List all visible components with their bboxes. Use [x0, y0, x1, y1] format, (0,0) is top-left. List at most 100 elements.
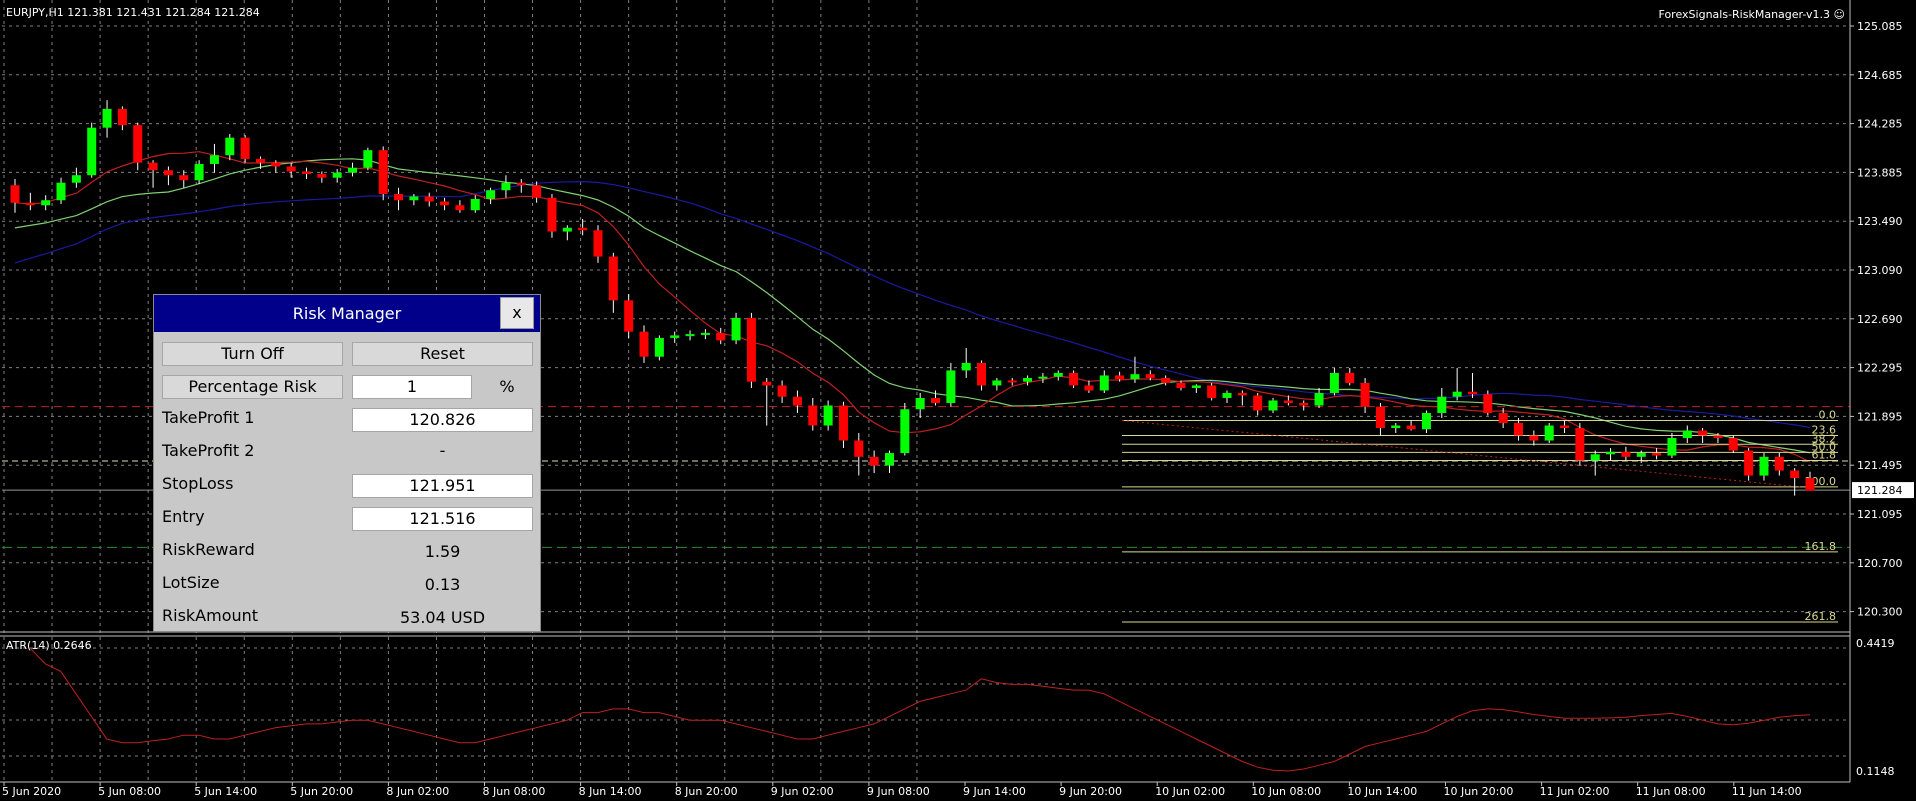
candle-body [1606, 451, 1616, 455]
candle-body [1099, 375, 1109, 391]
slow-moving-average [14, 180, 1811, 429]
time-tick-label: 10 Jun 02:00 [1155, 785, 1225, 798]
candle-body [1130, 374, 1140, 380]
candle-body [194, 163, 204, 181]
fast-moving-average [14, 151, 1811, 463]
candle-body [1636, 453, 1646, 457]
candle-body [10, 185, 20, 203]
candle-body [409, 196, 419, 201]
candle-body [1437, 396, 1447, 413]
time-tick-label: 8 Jun 08:00 [483, 785, 546, 798]
turn-off-button[interactable]: Turn Off [162, 342, 343, 366]
candle-body [1544, 425, 1554, 441]
candle-body [1621, 451, 1631, 457]
candle-body [1575, 428, 1585, 461]
candle-body [608, 256, 618, 301]
candle-body [1805, 478, 1815, 491]
time-tick-label: 10 Jun 14:00 [1347, 785, 1417, 798]
percent-sign: % [499, 377, 515, 396]
candle-body [562, 227, 572, 232]
expert-name: ForexSignals-RiskManager-v1.3 ☺ [1659, 8, 1845, 21]
stoploss-label: StopLoss [162, 474, 234, 493]
candle-body [133, 125, 143, 163]
percentage-risk-button[interactable]: Percentage Risk [162, 375, 343, 399]
candle-body [179, 175, 189, 181]
candle-body [1237, 392, 1247, 396]
candle-body [977, 362, 987, 386]
panel-title[interactable]: Risk Manager [154, 295, 540, 332]
candle-body [593, 230, 603, 257]
candle-body [931, 397, 941, 403]
candle-body [1529, 435, 1539, 441]
takeprofit1-label: TakeProfit 1 [162, 408, 255, 427]
candle-body [1452, 391, 1462, 397]
candle-body [547, 197, 557, 232]
candle-body [1161, 377, 1171, 383]
riskamount-label: RiskAmount [162, 606, 259, 625]
lotsize-label: LotSize [162, 573, 220, 592]
candlesticks [10, 100, 1815, 496]
reset-button[interactable]: Reset [352, 342, 533, 366]
candle-body [25, 202, 35, 206]
symbol-info: EURJPY,H1 121.381 121.431 121.284 121.28… [6, 6, 260, 19]
time-tick-label: 8 Jun 20:00 [675, 785, 738, 798]
entry-label: Entry [162, 507, 205, 526]
stoploss-input[interactable]: 121.951 [352, 474, 533, 498]
candle-body [1375, 406, 1385, 429]
candle-body [1207, 385, 1217, 398]
candle-body [1667, 438, 1677, 456]
candle-body [1069, 372, 1079, 386]
candle-body [838, 405, 848, 441]
candle-body [1759, 456, 1769, 476]
candle-body [1728, 438, 1738, 451]
candle-body [1790, 470, 1800, 479]
candle-body [808, 405, 818, 426]
candle-body [163, 170, 173, 176]
price-tick-label: 120.300 [1857, 606, 1903, 619]
riskamount-value: 53.04 USD [399, 608, 486, 627]
candle-body [1191, 385, 1201, 388]
candle-body [1222, 392, 1232, 398]
candle-body [670, 335, 680, 338]
candle-body [1145, 374, 1155, 378]
candle-body [470, 198, 480, 211]
candle-body [639, 331, 649, 357]
price-tick-label: 121.895 [1857, 410, 1903, 423]
candle-body [685, 334, 695, 337]
lotsize-value: 0.13 [424, 575, 461, 594]
time-tick-label: 11 Jun 14:00 [1732, 785, 1802, 798]
risk-manager-panel: Risk Manager x Turn Off Reset Percentage… [153, 294, 541, 632]
candle-body [1115, 375, 1125, 380]
candle-body [1483, 394, 1493, 413]
candle-body [455, 205, 465, 211]
fib-trend-line [1121, 420, 1801, 488]
candle-body [102, 108, 112, 128]
time-tick-label: 9 Jun 02:00 [771, 785, 834, 798]
candle-body [624, 300, 634, 332]
entry-input[interactable]: 121.516 [352, 507, 533, 531]
atr-indicator [29, 647, 1811, 772]
candle-body [961, 362, 971, 371]
candle-body [992, 380, 1002, 386]
fib-level-label: 0.0 [1819, 408, 1837, 421]
candle-body [1299, 402, 1309, 406]
candle-body [501, 182, 511, 191]
candle-body [286, 166, 296, 172]
candle-body [884, 453, 894, 466]
mid-moving-average [14, 158, 1811, 454]
candle-body [255, 158, 265, 163]
candle-body [1329, 372, 1339, 393]
candle-body [1698, 430, 1708, 436]
takeprofit1-input[interactable]: 120.826 [352, 408, 533, 432]
candle-body [1038, 376, 1048, 379]
price-tick-label: 123.885 [1857, 166, 1903, 179]
candle-body [363, 150, 373, 168]
candle-body [762, 381, 772, 386]
close-button[interactable]: x [500, 297, 534, 329]
candle-body [1360, 382, 1370, 407]
candle-body [1652, 453, 1662, 456]
fib-level-label: 50.0 [1812, 440, 1837, 453]
candle-body [71, 175, 81, 183]
candle-body [1084, 385, 1094, 391]
percentage-risk-input[interactable]: 1 [352, 375, 472, 399]
